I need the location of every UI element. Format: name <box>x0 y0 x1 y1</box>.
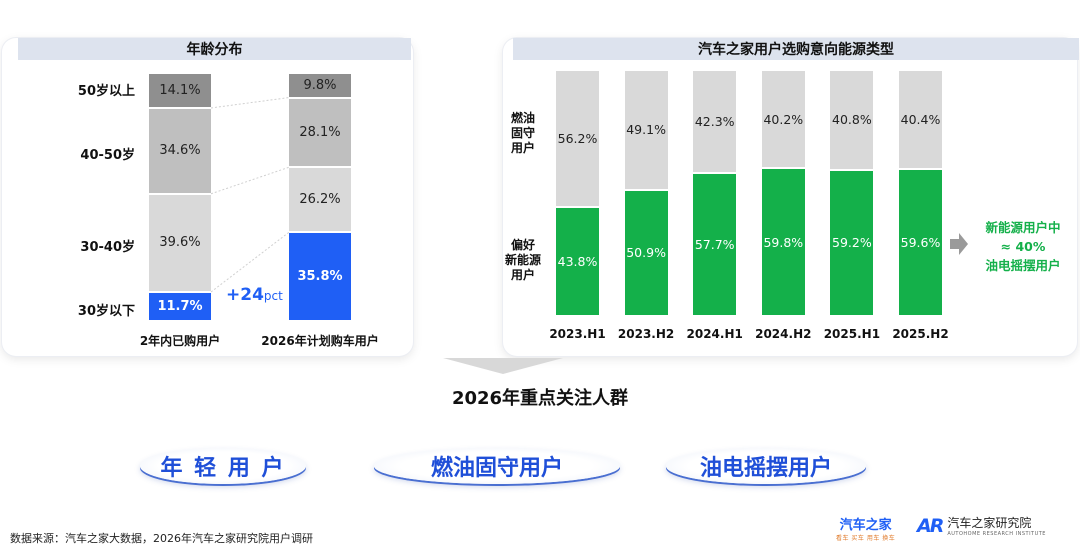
age-label-30-40: 30-40岁 <box>80 240 135 255</box>
age-label-under30: 30岁以下 <box>77 304 135 319</box>
focus-heading: 2026年重点关注人群 <box>451 388 629 409</box>
energy-bar-nev: 59.8% <box>761 169 805 315</box>
arrow-right-icon <box>950 233 968 255</box>
pill-swing-users: 油电摇摆用户 <box>666 448 866 484</box>
energy-bar-nev: 57.7% <box>693 174 737 315</box>
age-bar-segment: 14.1% <box>149 74 211 107</box>
autohome-logo: 汽车之家 看车 买车 用车 换车 <box>836 514 895 542</box>
pill-fuel-loyal-users: 燃油固守用户 <box>374 448 620 484</box>
age-bar-segment: 39.6% <box>149 194 211 291</box>
age-bar-segment: 35.8% <box>289 233 351 320</box>
callout-line-3: 油电摇摆用户 <box>985 258 1061 273</box>
energy-x-label: 2023.H2 <box>617 327 675 341</box>
age-bar-segment: 11.7% <box>149 292 211 320</box>
energy-bar-nev: 43.8% <box>556 208 599 315</box>
energy-bar-fuel: 40.4% <box>899 71 942 168</box>
pill-young-users: 年 轻 用 户 <box>140 448 306 484</box>
energy-x-label: 2024.H1 <box>686 327 743 341</box>
energy-x-label: 2025.H1 <box>823 327 881 341</box>
age-panel-title: 年龄分布 <box>18 38 411 60</box>
down-arrow-shape <box>443 358 563 374</box>
energy-bar-nev: 59.6% <box>899 169 942 315</box>
pct-annotation-number: +24 <box>226 285 264 305</box>
pct-annotation-unit: pct <box>263 289 283 303</box>
age-label-40-50: 40-50岁 <box>80 148 135 163</box>
ylabel-fuel-loyal: 燃油 固守 用户 <box>510 111 535 155</box>
nev-callout: 新能源用户中 ≈ 40% 油电摇摆用户 <box>967 218 1079 275</box>
autohome-logo-tagline: 看车 买车 用车 换车 <box>836 535 896 542</box>
research-logo-text: 汽车之家研究院 <box>947 516 1032 530</box>
data-source-note: 数据来源：汽车之家大数据，2026年汽车之家研究院用户调研 <box>10 532 313 545</box>
energy-bar-fuel: 40.2% <box>761 71 805 168</box>
age-bar-segment: 26.2% <box>289 168 351 232</box>
energy-x-label: 2023.H1 <box>549 327 606 341</box>
energy-bar-fuel: 42.3% <box>693 71 737 173</box>
energy-bar-nev: 50.9% <box>624 190 668 315</box>
energy-x-label: 2024.H2 <box>755 327 812 341</box>
age-label-50plus: 50岁以上 <box>77 84 135 99</box>
research-logo-en: AUTOHOME RESEARCH INSTITUTE <box>947 531 1046 537</box>
energy-bar-fuel: 49.1% <box>624 71 668 189</box>
research-logo: AR 汽车之家研究院 AUTOHOME RESEARCH INSTITUTE <box>917 514 1046 538</box>
pct-annotation: +24pct <box>226 285 283 305</box>
ar-logo-mark: AR <box>917 514 944 537</box>
callout-line-2: ≈ 40% <box>1000 239 1046 254</box>
ylabel-nev-preferred: 偏好 新能源 用户 <box>504 238 541 282</box>
energy-bar-nev: 59.2% <box>830 170 874 315</box>
energy-panel-title: 汽车之家用户选购意向能源类型 <box>513 38 1079 60</box>
age-bar-segment: 28.1% <box>289 98 351 167</box>
energy-bar-fuel: 56.2% <box>556 71 599 207</box>
energy-x-label: 2025.H2 <box>892 327 949 341</box>
callout-line-1: 新能源用户中 <box>985 220 1061 235</box>
autohome-logo-text: 汽车之家 <box>839 518 892 533</box>
age-x-label: 2026年计划购车用户 <box>261 334 379 348</box>
age-bar-segment: 9.8% <box>289 74 351 97</box>
energy-bar-fuel: 40.8% <box>830 71 874 169</box>
age-x-label: 2年内已购用户 <box>139 334 221 348</box>
age-bar-segment: 34.6% <box>149 108 211 193</box>
